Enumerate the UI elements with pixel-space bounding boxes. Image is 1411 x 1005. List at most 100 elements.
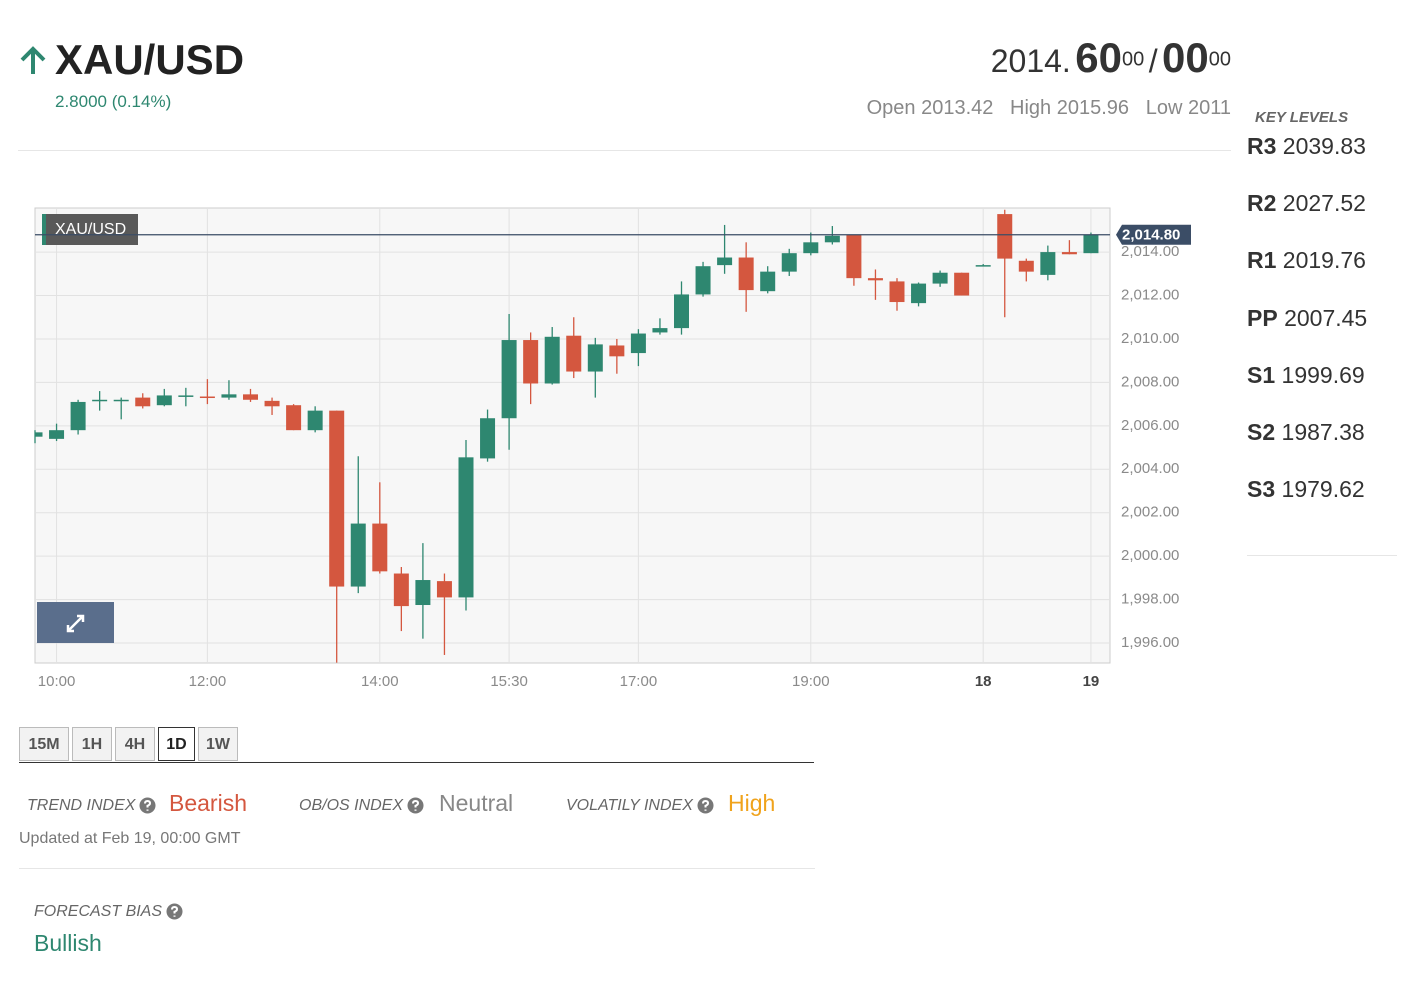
- candle-body: [932, 272, 948, 284]
- price: 2014. 6000 / 0000: [991, 34, 1231, 82]
- x-tick-label: 10:00: [38, 673, 76, 690]
- open-label: Open: [866, 97, 916, 119]
- y-tick-label: 2,008.00: [1121, 373, 1179, 390]
- timeframe-tab[interactable]: 1H: [72, 727, 112, 761]
- key-levels-title: KEY LEVELS: [1255, 109, 1349, 126]
- candle-body: [135, 397, 151, 407]
- candle-body: [975, 265, 991, 267]
- index-label-text: TREND INDEX: [27, 797, 136, 814]
- key-level: R1 2019.76: [1247, 247, 1366, 274]
- candle-body: [307, 410, 323, 431]
- price-big: 60: [1075, 34, 1122, 81]
- current-price-label: 2,014.80: [1122, 227, 1180, 244]
- y-tick-label: 1,998.00: [1121, 591, 1179, 608]
- key-level-value: 2007.45: [1284, 304, 1368, 331]
- help-icon[interactable]: [166, 903, 183, 920]
- ohl: Open 2013.42 High 2015.96 Low 2011: [867, 97, 1231, 120]
- candle-body: [458, 457, 474, 598]
- open: 2013.42: [921, 97, 994, 119]
- price-sep: /: [1148, 43, 1158, 79]
- candle-body: [587, 344, 603, 372]
- index-value: High: [728, 790, 776, 816]
- key-level: R3 2039.83: [1247, 133, 1366, 160]
- timeframe-tab[interactable]: 15M: [19, 727, 69, 761]
- candle-body: [1083, 234, 1099, 254]
- y-tick-label: 1,996.00: [1121, 634, 1179, 651]
- x-tick-label: 18: [975, 673, 992, 690]
- index-label: OB/OS INDEX: [299, 797, 424, 815]
- index-label-text: OB/OS INDEX: [299, 797, 404, 814]
- candle-body: [760, 271, 776, 292]
- candle-body: [867, 278, 883, 281]
- change: 2.8000 (0.14%): [55, 92, 172, 111]
- key-level-value: 1979.62: [1281, 476, 1365, 503]
- index-label: TREND INDEX: [27, 797, 156, 815]
- index-label: VOLATILY INDEX: [566, 797, 714, 815]
- candle-body: [544, 336, 560, 384]
- y-tick-label: 2,010.00: [1121, 330, 1179, 347]
- price-main: 2014.: [990, 43, 1071, 79]
- candle-body: [199, 396, 215, 399]
- candle-body: [286, 405, 302, 431]
- candle-body: [156, 395, 172, 406]
- forecast-label-text: FORECAST BIAS: [34, 903, 163, 920]
- y-tick-label: 2,004.00: [1121, 460, 1179, 477]
- key-level: S3 1979.62: [1247, 476, 1365, 503]
- key-level-value: 2019.76: [1282, 247, 1366, 274]
- legend-label: XAU/USD: [55, 221, 126, 238]
- key-level-name: PP: [1247, 304, 1278, 331]
- candle-body: [113, 399, 129, 402]
- key-level: PP 2007.45: [1247, 305, 1367, 332]
- candle-body: [824, 235, 840, 243]
- divider: [1247, 555, 1397, 556]
- expand-button[interactable]: [37, 602, 114, 643]
- x-tick-label: 15:30: [490, 673, 528, 690]
- candle-body: [480, 418, 496, 459]
- candle-body: [264, 400, 280, 407]
- help-icon[interactable]: [139, 797, 156, 814]
- divider: [18, 150, 1231, 151]
- legend-box: [42, 214, 138, 245]
- candle-body: [846, 234, 862, 279]
- candle-body: [243, 394, 258, 400]
- candle-body: [393, 573, 409, 607]
- timeframe-tab[interactable]: 1D: [158, 727, 195, 761]
- low-label: Low: [1145, 97, 1183, 119]
- candle-body: [350, 523, 366, 587]
- candle-body: [92, 399, 108, 402]
- help-icon[interactable]: [697, 797, 714, 814]
- index-value: Bearish: [169, 790, 247, 816]
- candle-body: [415, 580, 431, 606]
- x-tick-label: 12:00: [189, 673, 227, 690]
- key-level-value: 1987.38: [1281, 419, 1365, 445]
- key-level-value: 1999.69: [1281, 361, 1365, 388]
- divider: [19, 868, 815, 869]
- timeframe-tab[interactable]: 1W: [198, 727, 238, 761]
- candle-body: [1018, 260, 1034, 272]
- chart: XAU/USD 1,996.00 1,998.00 2,000.00 2,002.00…: [34, 207, 1191, 690]
- candle-body: [803, 242, 819, 254]
- candle-body: [1040, 252, 1056, 275]
- key-level-name: S1: [1247, 361, 1276, 388]
- candle-body: [717, 257, 733, 266]
- help-icon[interactable]: [407, 797, 424, 814]
- candle-body: [523, 340, 539, 384]
- current-price-tag: [1116, 224, 1191, 245]
- legend-swatch: [42, 214, 46, 245]
- symbol: XAU/USD: [55, 36, 245, 83]
- candle-body: [566, 335, 582, 372]
- candle-body: [781, 253, 797, 272]
- high-label: High: [1010, 97, 1052, 119]
- candle-body: [889, 281, 905, 303]
- up-arrow-icon: [20, 46, 46, 74]
- candle-body: [1061, 252, 1077, 255]
- key-level-name: R3: [1247, 133, 1277, 159]
- candle-body: [49, 430, 65, 439]
- forecast-label: FORECAST BIAS: [34, 903, 183, 921]
- candle-body: [35, 432, 43, 437]
- key-level-name: R2: [1247, 190, 1277, 217]
- timeframe-tab[interactable]: 4H: [115, 727, 155, 761]
- key-level-value: 2039.83: [1282, 133, 1366, 159]
- candle-body: [70, 401, 86, 431]
